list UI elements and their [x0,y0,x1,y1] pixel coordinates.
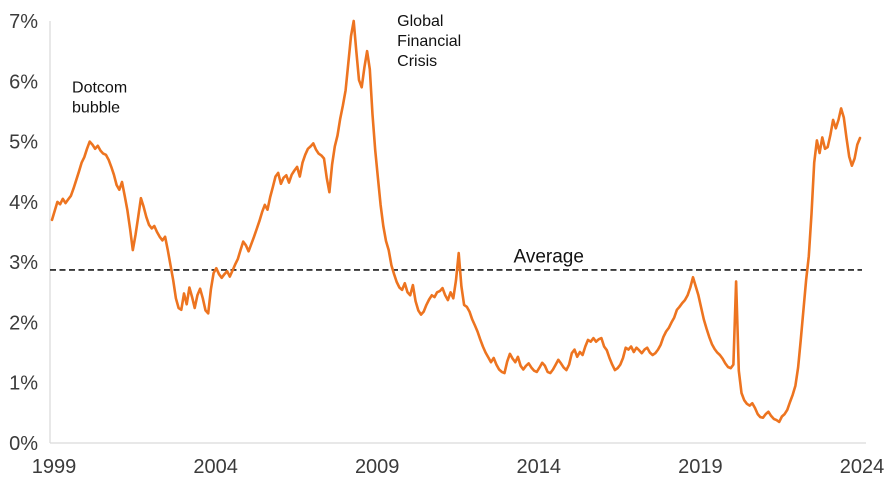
y-axis-tick-label: 7% [9,11,38,33]
x-axis-tick-label: 1999 [32,456,77,478]
annotation-global-financial-crisis: Global Financial Crisis [397,14,461,71]
y-axis-tick-label: 3% [9,252,38,274]
annotation-line: Global [397,14,443,31]
y-axis-tick-label: 6% [9,71,38,93]
annotation-line: Financial [397,34,461,51]
y-axis-tick-label: 1% [9,373,38,395]
x-axis-tick-label: 2014 [517,456,562,478]
annotation-line: Dotcom [72,80,127,97]
annotation-line: Average [514,247,584,268]
y-axis-tick-label: 5% [9,132,38,154]
x-axis-tick-label: 2019 [678,456,723,478]
x-axis-tick-label: 2024 [840,456,885,478]
x-axis-tick-label: 2009 [355,456,400,478]
annotation-average: Average [514,247,584,268]
y-axis-tick-label: 2% [9,312,38,334]
annotation-line: bubble [72,100,120,117]
series-line [50,19,862,424]
y-axis-tick-label: 0% [9,433,38,455]
y-axis-tick-label: 4% [9,192,38,214]
annotation-dotcom-bubble: Dotcom bubble [72,80,127,117]
annotation-line: Crisis [397,54,437,71]
x-axis-tick-label: 2004 [193,456,238,478]
